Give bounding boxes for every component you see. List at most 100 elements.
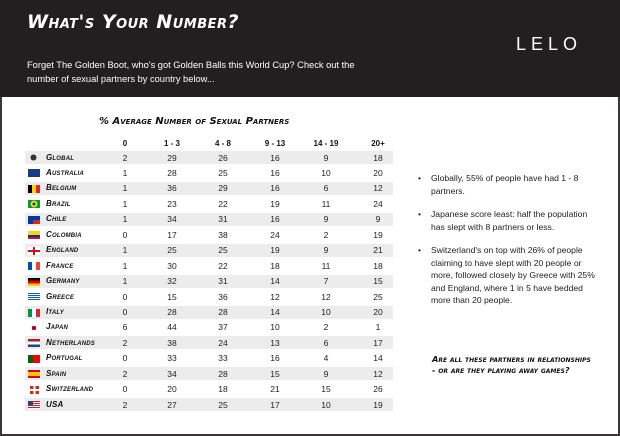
table-cell: 10: [321, 399, 331, 410]
table-cell: 28: [218, 307, 228, 317]
table-title: % Average Number of Sexual Partners: [99, 116, 290, 127]
country-name: Portugal: [46, 353, 83, 363]
table-cell: 22: [218, 198, 228, 209]
note-item: Japanese score least: half the populatio…: [418, 208, 598, 233]
table-cell: 9: [375, 214, 381, 225]
table-cell: 24: [218, 337, 228, 348]
table-cell: 31: [218, 214, 228, 225]
table-cell: 33: [218, 353, 228, 364]
table-cell: 2: [122, 399, 128, 410]
table-row-japan: Japan 6 44 37 10 2 1: [25, 321, 393, 334]
table-cell: 11: [321, 260, 331, 271]
table-cell: 11: [321, 198, 331, 209]
flag-switzerland-icon: [30, 385, 39, 394]
table-cell: 16: [270, 214, 280, 225]
table-row-usa: USA 2 27 25 17 10 19: [25, 398, 393, 412]
table-row-greece: Greece 0 15 36 12 12 25: [25, 290, 393, 303]
table-cell: 13: [270, 337, 280, 348]
table-cell: 24: [270, 229, 280, 240]
table-cell: 10: [270, 322, 280, 333]
table-cell: 36: [218, 291, 228, 302]
table-cell: 34: [167, 368, 177, 379]
table-cell: 18: [373, 152, 383, 163]
country-name: Spain: [46, 368, 67, 378]
table-cell: 27: [167, 399, 177, 410]
flag-netherlands-icon: [28, 339, 40, 348]
table-cell: 4: [323, 353, 329, 364]
table-cell: 38: [218, 229, 228, 240]
table-cell: 17: [167, 229, 177, 240]
table-row-global: Global 2 29 26 16 9 18: [25, 151, 393, 164]
page-title: What's Your Number?: [27, 11, 240, 33]
table-cell: 20: [167, 384, 177, 395]
table-cell: 37: [218, 322, 228, 333]
table-cell: 9: [323, 152, 329, 163]
table-cell: 0: [122, 384, 128, 395]
table-cell: 23: [167, 198, 177, 209]
table-cell: 19: [373, 399, 383, 410]
table-cell: 15: [321, 384, 331, 395]
table-cell: 1: [375, 322, 381, 333]
country-name: USA: [46, 399, 64, 409]
table-cell: 29: [167, 152, 177, 163]
table-row-germany: Germany 1 32 31 14 7 15: [25, 274, 393, 288]
table-row-france: France 1 30 22 18 11 18: [25, 259, 393, 272]
table-row-netherlands: Netherlands 2 38 24 13 6 17: [25, 336, 393, 350]
flag-australia-icon: [28, 169, 40, 178]
table-cell: 0: [122, 229, 128, 240]
country-name: France: [46, 260, 74, 270]
table-cell: 28: [167, 307, 177, 317]
table-cell: 17: [270, 399, 280, 410]
table-cell: 25: [218, 167, 228, 178]
country-name: Greece: [46, 291, 75, 301]
table-cell: 2: [122, 368, 128, 379]
table-cell: 44: [167, 322, 177, 333]
lelo-logo: LELO: [516, 34, 583, 54]
table-cell: 21: [270, 384, 280, 395]
table-cell: 25: [218, 245, 228, 256]
table-cell: 32: [167, 276, 177, 287]
closing-question: Are all these partners in relationships …: [432, 354, 591, 375]
table-cell: 18: [373, 260, 383, 271]
country-name: Belgium: [46, 183, 77, 193]
table-cell: 14: [270, 276, 280, 287]
country-name: Colombia: [46, 229, 82, 239]
flag-portugal-icon: [28, 354, 40, 363]
table-cell: 6: [323, 337, 329, 348]
table-cell: 9: [323, 245, 329, 256]
table-cell: 16: [270, 183, 280, 194]
table-cell: 18: [270, 260, 280, 271]
table-cell: 0: [122, 353, 128, 364]
flag-germany-icon: [28, 277, 40, 286]
table-cell: 10: [321, 167, 331, 178]
table-row-belgium: Belgium 1 36 29 16 6 12: [25, 181, 393, 195]
table-cell: 21: [373, 245, 383, 256]
table-cell: 15: [270, 368, 280, 379]
table-row-italy: Italy 0 28 28 14 10 20: [25, 305, 393, 319]
table-cell: 28: [218, 368, 228, 379]
flag-usa-icon: [28, 401, 40, 410]
column-header: 1 - 3: [163, 139, 180, 148]
table-cell: 1: [122, 183, 128, 194]
table-cell: 20: [373, 307, 383, 317]
flag-greece-icon: [28, 293, 40, 302]
notes-list: Globally, 55% of people have had 1 - 8 p…: [418, 172, 598, 318]
table-cell: 38: [167, 337, 177, 348]
flag-belgium-icon: [28, 184, 40, 193]
table-cell: 1: [122, 276, 128, 287]
country-name: Chile: [46, 214, 67, 224]
table-cell: 18: [218, 384, 228, 395]
column-header: 20+: [371, 139, 385, 148]
table-cell: 16: [270, 353, 280, 364]
table-cell: 17: [373, 337, 383, 348]
table-cell: 16: [270, 167, 280, 178]
table-cell: 0: [122, 291, 128, 302]
note-item: Globally, 55% of people have had 1 - 8 p…: [418, 172, 598, 197]
flag-england-icon: [28, 246, 40, 255]
table-cell: 15: [373, 276, 383, 287]
note-item: Switzerland's on top with 26% of people …: [418, 244, 598, 307]
table-row-portugal: Portugal 0 33 33 16 4 14: [25, 352, 393, 365]
table-cell: 22: [218, 260, 228, 271]
table-row-england: England 1 25 25 19 9 21: [25, 243, 393, 257]
table-cell: 20: [373, 167, 383, 178]
